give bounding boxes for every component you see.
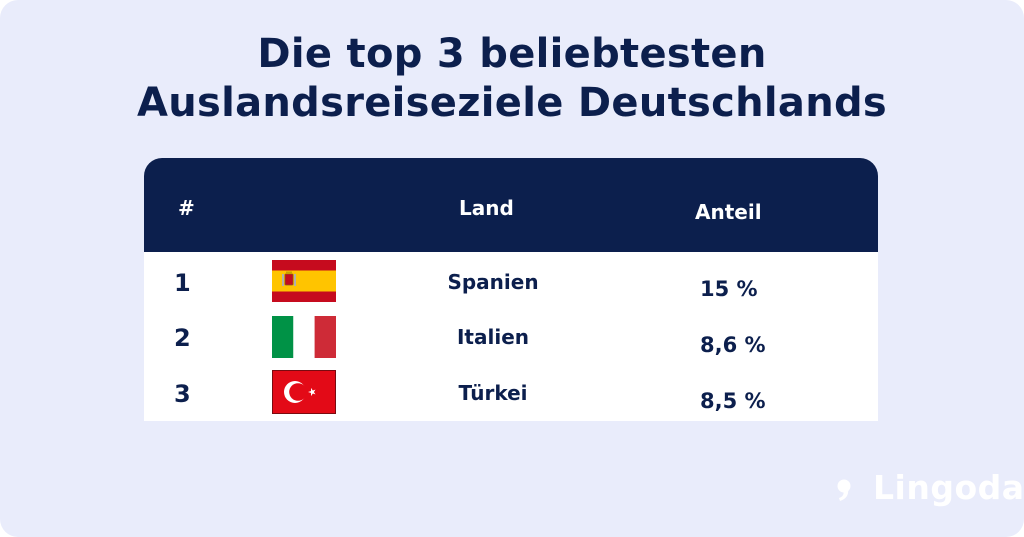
brand-name: Lingoda — [873, 468, 1024, 507]
header-share: Anteil — [695, 200, 762, 224]
country-cell: Türkei — [458, 381, 528, 405]
country-cell: Spanien — [447, 270, 539, 294]
header-rank: # — [178, 196, 195, 220]
country-cell: Italien — [456, 325, 529, 349]
table-header: # Land Anteil — [144, 158, 878, 252]
share-cell: 15 % — [700, 277, 758, 301]
title-line-1: Die top 3 beliebtesten — [257, 31, 767, 77]
rank-cell: 1 — [174, 269, 191, 297]
spain-flag-icon — [272, 260, 336, 302]
destinations-table: # Land Anteil 1 Spanien 15 % 2 — [144, 158, 878, 421]
header-country: Land — [459, 196, 514, 220]
rank-cell: 2 — [174, 324, 191, 352]
rank-cell: 3 — [174, 380, 191, 408]
italy-flag-icon — [272, 316, 336, 358]
turkey-flag-icon — [272, 370, 336, 414]
table-row: 3 Türkei 8,5 % — [144, 365, 878, 421]
lingoda-logo-icon — [828, 470, 862, 512]
share-cell: 8,5 % — [700, 389, 766, 413]
title-line-2: Auslandsreiseziele Deutschlands — [136, 80, 888, 126]
share-cell: 8,6 % — [700, 333, 766, 357]
table-row: 2 Italien 8,6 % — [144, 310, 878, 365]
table-row: 1 Spanien 15 % — [144, 252, 878, 310]
page-title: Die top 3 beliebtesten Auslandsreiseziel… — [0, 30, 1024, 128]
